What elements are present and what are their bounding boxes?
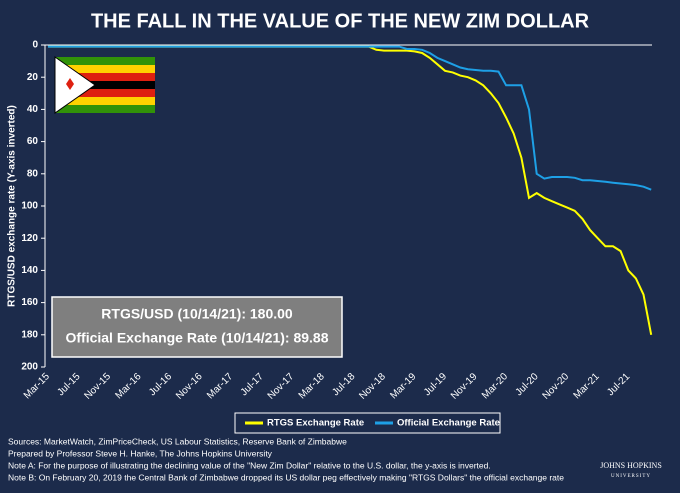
footer-note: Note A: For the purpose of illustrating … [8, 460, 491, 470]
logo: UNIVERSITY [611, 474, 651, 479]
annotation: RTGS/USD (10/14/21): 180.00 [101, 306, 293, 322]
legend-label: RTGS Exchange Rate [267, 418, 364, 429]
series-line [48, 45, 652, 191]
y-tick-label: 0 [32, 40, 38, 51]
y-tick-label: 60 [27, 136, 39, 147]
y-tick-label: 200 [21, 362, 38, 373]
y-tick-label: 40 [27, 104, 39, 115]
legend-label: Official Exchange Rate [397, 418, 500, 429]
y-tick-label: 20 [27, 72, 39, 83]
footer-note: Note B: On February 20, 2019 the Central… [8, 472, 564, 482]
y-axis-label: RTGS/USD exchange rate (Y-axis inverted) [7, 105, 18, 307]
footer-note: Sources: MarketWatch, ZimPriceCheck, US … [8, 436, 347, 446]
logo: JOHNS HOPKINS [600, 461, 662, 470]
footer-note: Prepared by Professor Steve H. Hanke, Th… [8, 448, 273, 458]
flag [54, 56, 155, 114]
y-tick-label: 100 [21, 201, 38, 212]
y-tick-label: 120 [21, 233, 38, 244]
annotation: Official Exchange Rate (10/14/21): 89.88 [65, 330, 328, 346]
y-tick-label: 140 [21, 265, 38, 276]
chart-title: THE FALL IN THE VALUE OF THE NEW ZIM DOL… [91, 10, 590, 32]
annotation-box [51, 296, 343, 358]
y-tick-label: 180 [21, 329, 38, 340]
y-tick-label: 80 [27, 168, 39, 179]
y-tick-label: 160 [21, 297, 38, 308]
legend-box [234, 412, 501, 434]
